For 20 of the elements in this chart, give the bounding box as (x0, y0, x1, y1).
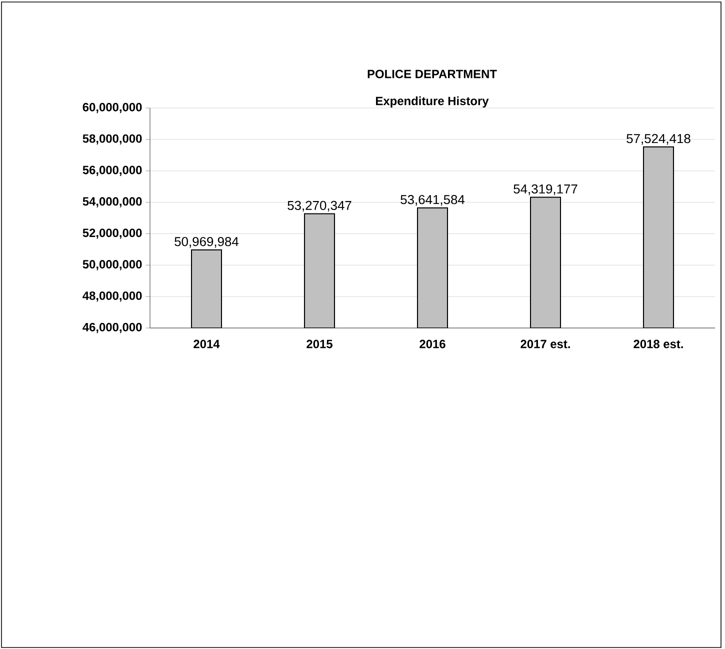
data-label: 53,641,584 (400, 195, 465, 206)
y-tick-label: 60,000,000 (82, 102, 142, 114)
x-tick-label: 2016 (420, 340, 446, 348)
y-tick-label: 48,000,000 (82, 291, 142, 302)
y-tick-label: 52,000,000 (82, 228, 142, 239)
x-tick-label: 2017 est. (520, 340, 570, 348)
chart-subtitle: Expenditure History (376, 96, 489, 108)
y-tick-label: 50,000,000 (82, 260, 142, 270)
x-tick-label: 2015 (306, 340, 332, 348)
y-tick-label: 54,000,000 (82, 197, 142, 208)
x-tick-label: 2018 est. (634, 340, 683, 348)
y-tick-label: 58,000,000 (82, 134, 142, 145)
data-label: 54,319,177 (514, 184, 578, 196)
y-tick-label: 56,000,000 (82, 166, 142, 176)
data-label: 57,524,418 (626, 134, 690, 145)
x-tick-label: 2014 (194, 340, 220, 348)
data-label: 53,270,347 (288, 200, 352, 212)
data-label: 50,969,984 (174, 236, 239, 248)
chart-title: POLICE DEPARTMENT (368, 70, 497, 78)
y-tick-label: 46,000,000 (82, 322, 142, 334)
